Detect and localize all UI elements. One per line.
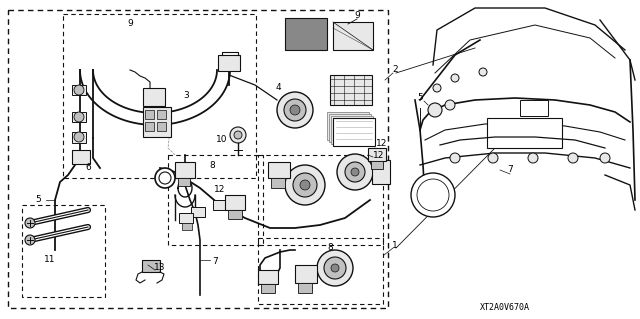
Bar (143, 88, 165, 106)
Circle shape (277, 92, 313, 128)
Circle shape (293, 173, 317, 197)
Bar (368, 148, 386, 161)
Circle shape (345, 162, 365, 182)
Circle shape (290, 105, 300, 115)
Text: 11: 11 (44, 256, 56, 264)
Circle shape (331, 264, 339, 272)
Bar (157, 110, 166, 119)
Bar (258, 155, 383, 245)
Bar (218, 55, 240, 71)
Circle shape (450, 153, 460, 163)
Circle shape (74, 85, 84, 95)
Bar (8, 10, 388, 308)
Circle shape (337, 154, 373, 190)
Bar (329, 114, 371, 142)
Circle shape (451, 74, 459, 82)
Circle shape (300, 180, 310, 190)
Bar (258, 270, 278, 284)
Bar (191, 207, 205, 217)
Bar (63, 14, 256, 178)
Bar (327, 112, 369, 140)
Bar (371, 161, 383, 169)
Bar (333, 118, 375, 146)
Bar (145, 122, 154, 131)
Bar (295, 265, 317, 283)
Bar (258, 238, 383, 304)
Bar (182, 223, 192, 230)
Text: 12: 12 (373, 151, 385, 160)
Circle shape (568, 153, 578, 163)
Bar (268, 162, 290, 178)
Bar (168, 155, 263, 245)
Circle shape (285, 165, 325, 205)
Text: 13: 13 (154, 263, 166, 272)
Text: 4: 4 (275, 83, 281, 92)
Text: 8: 8 (327, 243, 333, 253)
Text: XT2A0V670A: XT2A0V670A (480, 303, 530, 313)
Circle shape (445, 100, 455, 110)
Bar (179, 213, 193, 223)
Bar (157, 122, 166, 131)
Circle shape (411, 173, 455, 217)
Text: 5: 5 (35, 196, 41, 204)
Circle shape (74, 132, 84, 142)
Text: 8: 8 (209, 160, 215, 169)
Bar (271, 178, 285, 188)
Bar (372, 160, 390, 184)
Bar (330, 75, 372, 105)
Circle shape (433, 84, 441, 92)
Bar (145, 110, 154, 119)
Text: 12: 12 (376, 138, 388, 147)
Circle shape (417, 179, 449, 211)
Text: 1: 1 (392, 241, 398, 249)
Circle shape (479, 68, 487, 76)
Circle shape (155, 168, 175, 188)
Circle shape (25, 235, 35, 245)
Bar (213, 200, 227, 210)
Circle shape (74, 112, 84, 122)
Bar (22, 205, 105, 297)
Circle shape (600, 153, 610, 163)
Circle shape (234, 131, 242, 139)
Text: 9: 9 (127, 19, 133, 27)
Text: 6: 6 (85, 164, 91, 173)
Circle shape (428, 103, 442, 117)
Bar (72, 85, 86, 95)
Bar (331, 116, 373, 144)
Text: 10: 10 (216, 136, 228, 145)
Circle shape (230, 127, 246, 143)
Circle shape (25, 218, 35, 228)
Text: 5: 5 (417, 93, 423, 102)
Text: 12: 12 (214, 186, 226, 195)
Circle shape (317, 250, 353, 286)
Text: 3: 3 (183, 91, 189, 100)
Text: 7: 7 (507, 166, 513, 174)
Circle shape (159, 172, 171, 184)
Bar (142, 260, 160, 272)
Bar (143, 107, 171, 137)
Circle shape (528, 153, 538, 163)
Circle shape (488, 153, 498, 163)
Bar (175, 162, 195, 178)
Bar (261, 284, 275, 293)
Bar (225, 195, 245, 210)
Bar (72, 112, 86, 122)
Bar (72, 132, 86, 143)
Bar (178, 178, 190, 186)
Bar (333, 22, 373, 50)
Text: 9: 9 (354, 11, 360, 20)
Circle shape (351, 168, 359, 176)
Circle shape (324, 257, 346, 279)
Bar (487, 118, 562, 148)
Circle shape (284, 99, 306, 121)
Bar (72, 150, 90, 164)
Bar (298, 283, 312, 293)
Bar (285, 18, 327, 50)
Bar (228, 210, 242, 219)
Bar (520, 100, 548, 116)
Text: 7: 7 (212, 257, 218, 266)
Text: 2: 2 (392, 65, 398, 75)
